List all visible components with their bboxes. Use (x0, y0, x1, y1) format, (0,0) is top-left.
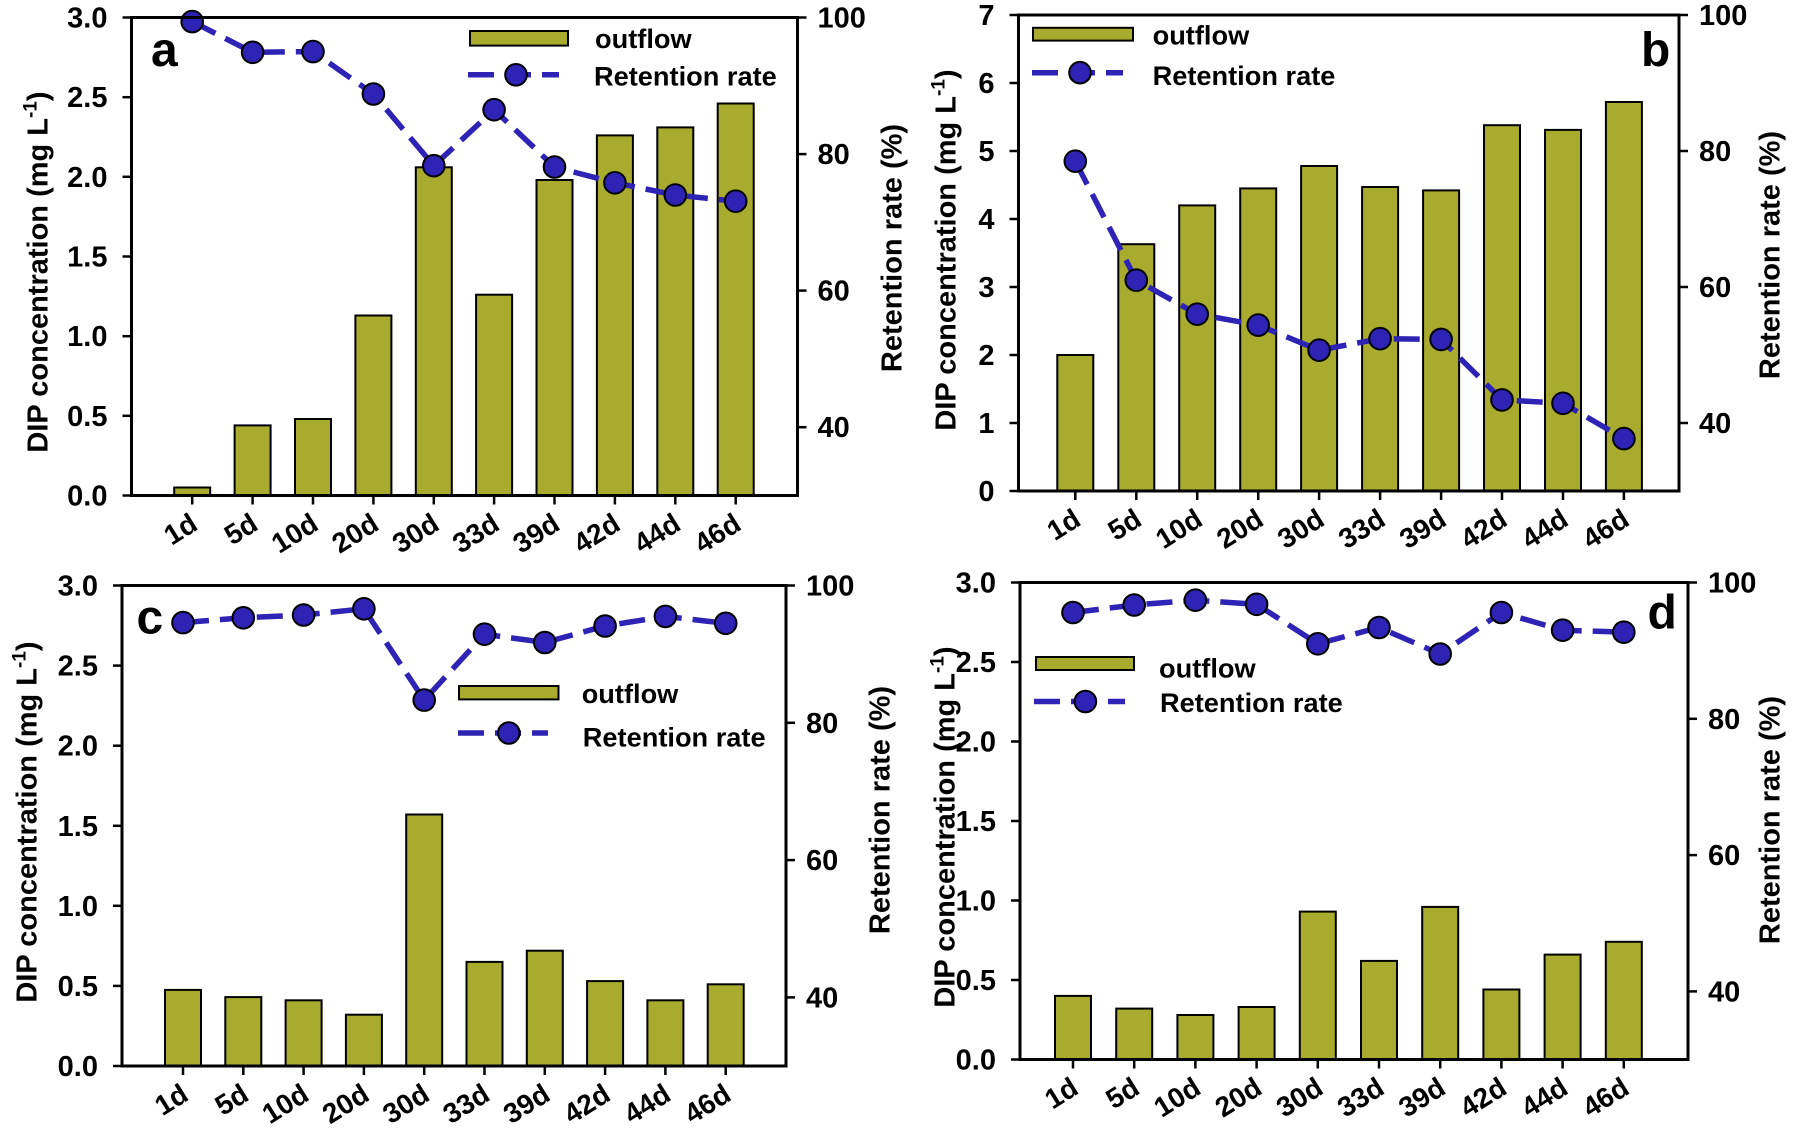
svg-text:3: 3 (978, 272, 994, 304)
svg-text:0.5: 0.5 (67, 401, 107, 433)
svg-text:0: 0 (978, 476, 994, 508)
svg-text:2.0: 2.0 (956, 727, 996, 759)
svg-text:100: 100 (1699, 0, 1747, 32)
svg-text:0.5: 0.5 (956, 965, 996, 997)
svg-text:3.0: 3.0 (956, 568, 996, 600)
svg-text:Retention rate (%): Retention rate (%) (877, 124, 909, 372)
svg-text:6: 6 (978, 68, 994, 100)
svg-text:3.0: 3.0 (58, 571, 98, 603)
svg-text:2.5: 2.5 (67, 82, 107, 114)
svg-text:2: 2 (978, 340, 994, 372)
svg-text:60: 60 (1699, 272, 1731, 304)
svg-text:Retention rate: Retention rate (1160, 687, 1343, 718)
svg-text:1.5: 1.5 (67, 242, 107, 274)
svg-text:1.0: 1.0 (67, 321, 107, 353)
svg-text:DIP concentration (mg L-1): DIP concentration (mg L-1) (10, 641, 44, 1002)
svg-text:100: 100 (818, 3, 866, 35)
svg-text:5: 5 (978, 136, 994, 168)
svg-text:60: 60 (818, 276, 850, 308)
svg-text:outflow: outflow (595, 23, 692, 54)
svg-text:Retention rate: Retention rate (583, 722, 766, 753)
svg-text:Retention rate: Retention rate (1153, 60, 1336, 91)
svg-text:Retention rate (%): Retention rate (%) (865, 686, 897, 934)
svg-text:40: 40 (806, 982, 838, 1014)
svg-text:0.0: 0.0 (58, 1051, 98, 1083)
svg-text:Retention rate (%): Retention rate (%) (1755, 131, 1787, 379)
svg-text:1.0: 1.0 (58, 891, 98, 923)
svg-text:40: 40 (1699, 408, 1731, 440)
svg-text:2.5: 2.5 (956, 647, 996, 679)
svg-text:1: 1 (978, 408, 994, 440)
svg-text:40: 40 (1708, 976, 1740, 1008)
svg-text:DIP concentration (mg L-1): DIP concentration (mg L-1) (21, 91, 55, 452)
svg-text:d: d (1648, 587, 1677, 640)
svg-text:0.5: 0.5 (58, 971, 98, 1003)
svg-text:0.0: 0.0 (956, 1045, 996, 1077)
svg-text:2.0: 2.0 (58, 731, 98, 763)
svg-text:1.5: 1.5 (58, 811, 98, 843)
svg-text:outflow: outflow (582, 678, 679, 709)
svg-text:outflow: outflow (1159, 653, 1256, 684)
svg-text:60: 60 (1708, 840, 1740, 872)
svg-text:0.0: 0.0 (67, 481, 107, 513)
svg-text:80: 80 (806, 708, 838, 740)
svg-text:2.5: 2.5 (58, 651, 98, 683)
svg-text:DIP concentration (mg L-1): DIP concentration (mg L-1) (929, 69, 963, 430)
svg-text:80: 80 (818, 139, 850, 171)
svg-text:b: b (1641, 24, 1670, 77)
svg-text:2.0: 2.0 (67, 162, 107, 194)
svg-text:a: a (151, 24, 178, 77)
svg-text:100: 100 (806, 571, 854, 603)
svg-text:3.0: 3.0 (67, 3, 107, 35)
svg-text:4: 4 (978, 204, 994, 236)
svg-text:40: 40 (818, 412, 850, 444)
svg-text:80: 80 (1708, 704, 1740, 736)
svg-text:7: 7 (978, 0, 994, 32)
svg-text:Retention rate: Retention rate (594, 60, 777, 91)
svg-text:80: 80 (1699, 136, 1731, 168)
svg-text:60: 60 (806, 845, 838, 877)
svg-text:DIP concentration (mg L-1): DIP concentration (mg L-1) (928, 646, 962, 1007)
svg-text:Retention rate (%): Retention rate (%) (1755, 696, 1787, 944)
svg-text:100: 100 (1708, 568, 1756, 600)
svg-text:1.5: 1.5 (956, 806, 996, 838)
svg-text:outflow: outflow (1153, 20, 1250, 51)
svg-text:c: c (137, 592, 164, 645)
svg-text:1.0: 1.0 (956, 886, 996, 918)
